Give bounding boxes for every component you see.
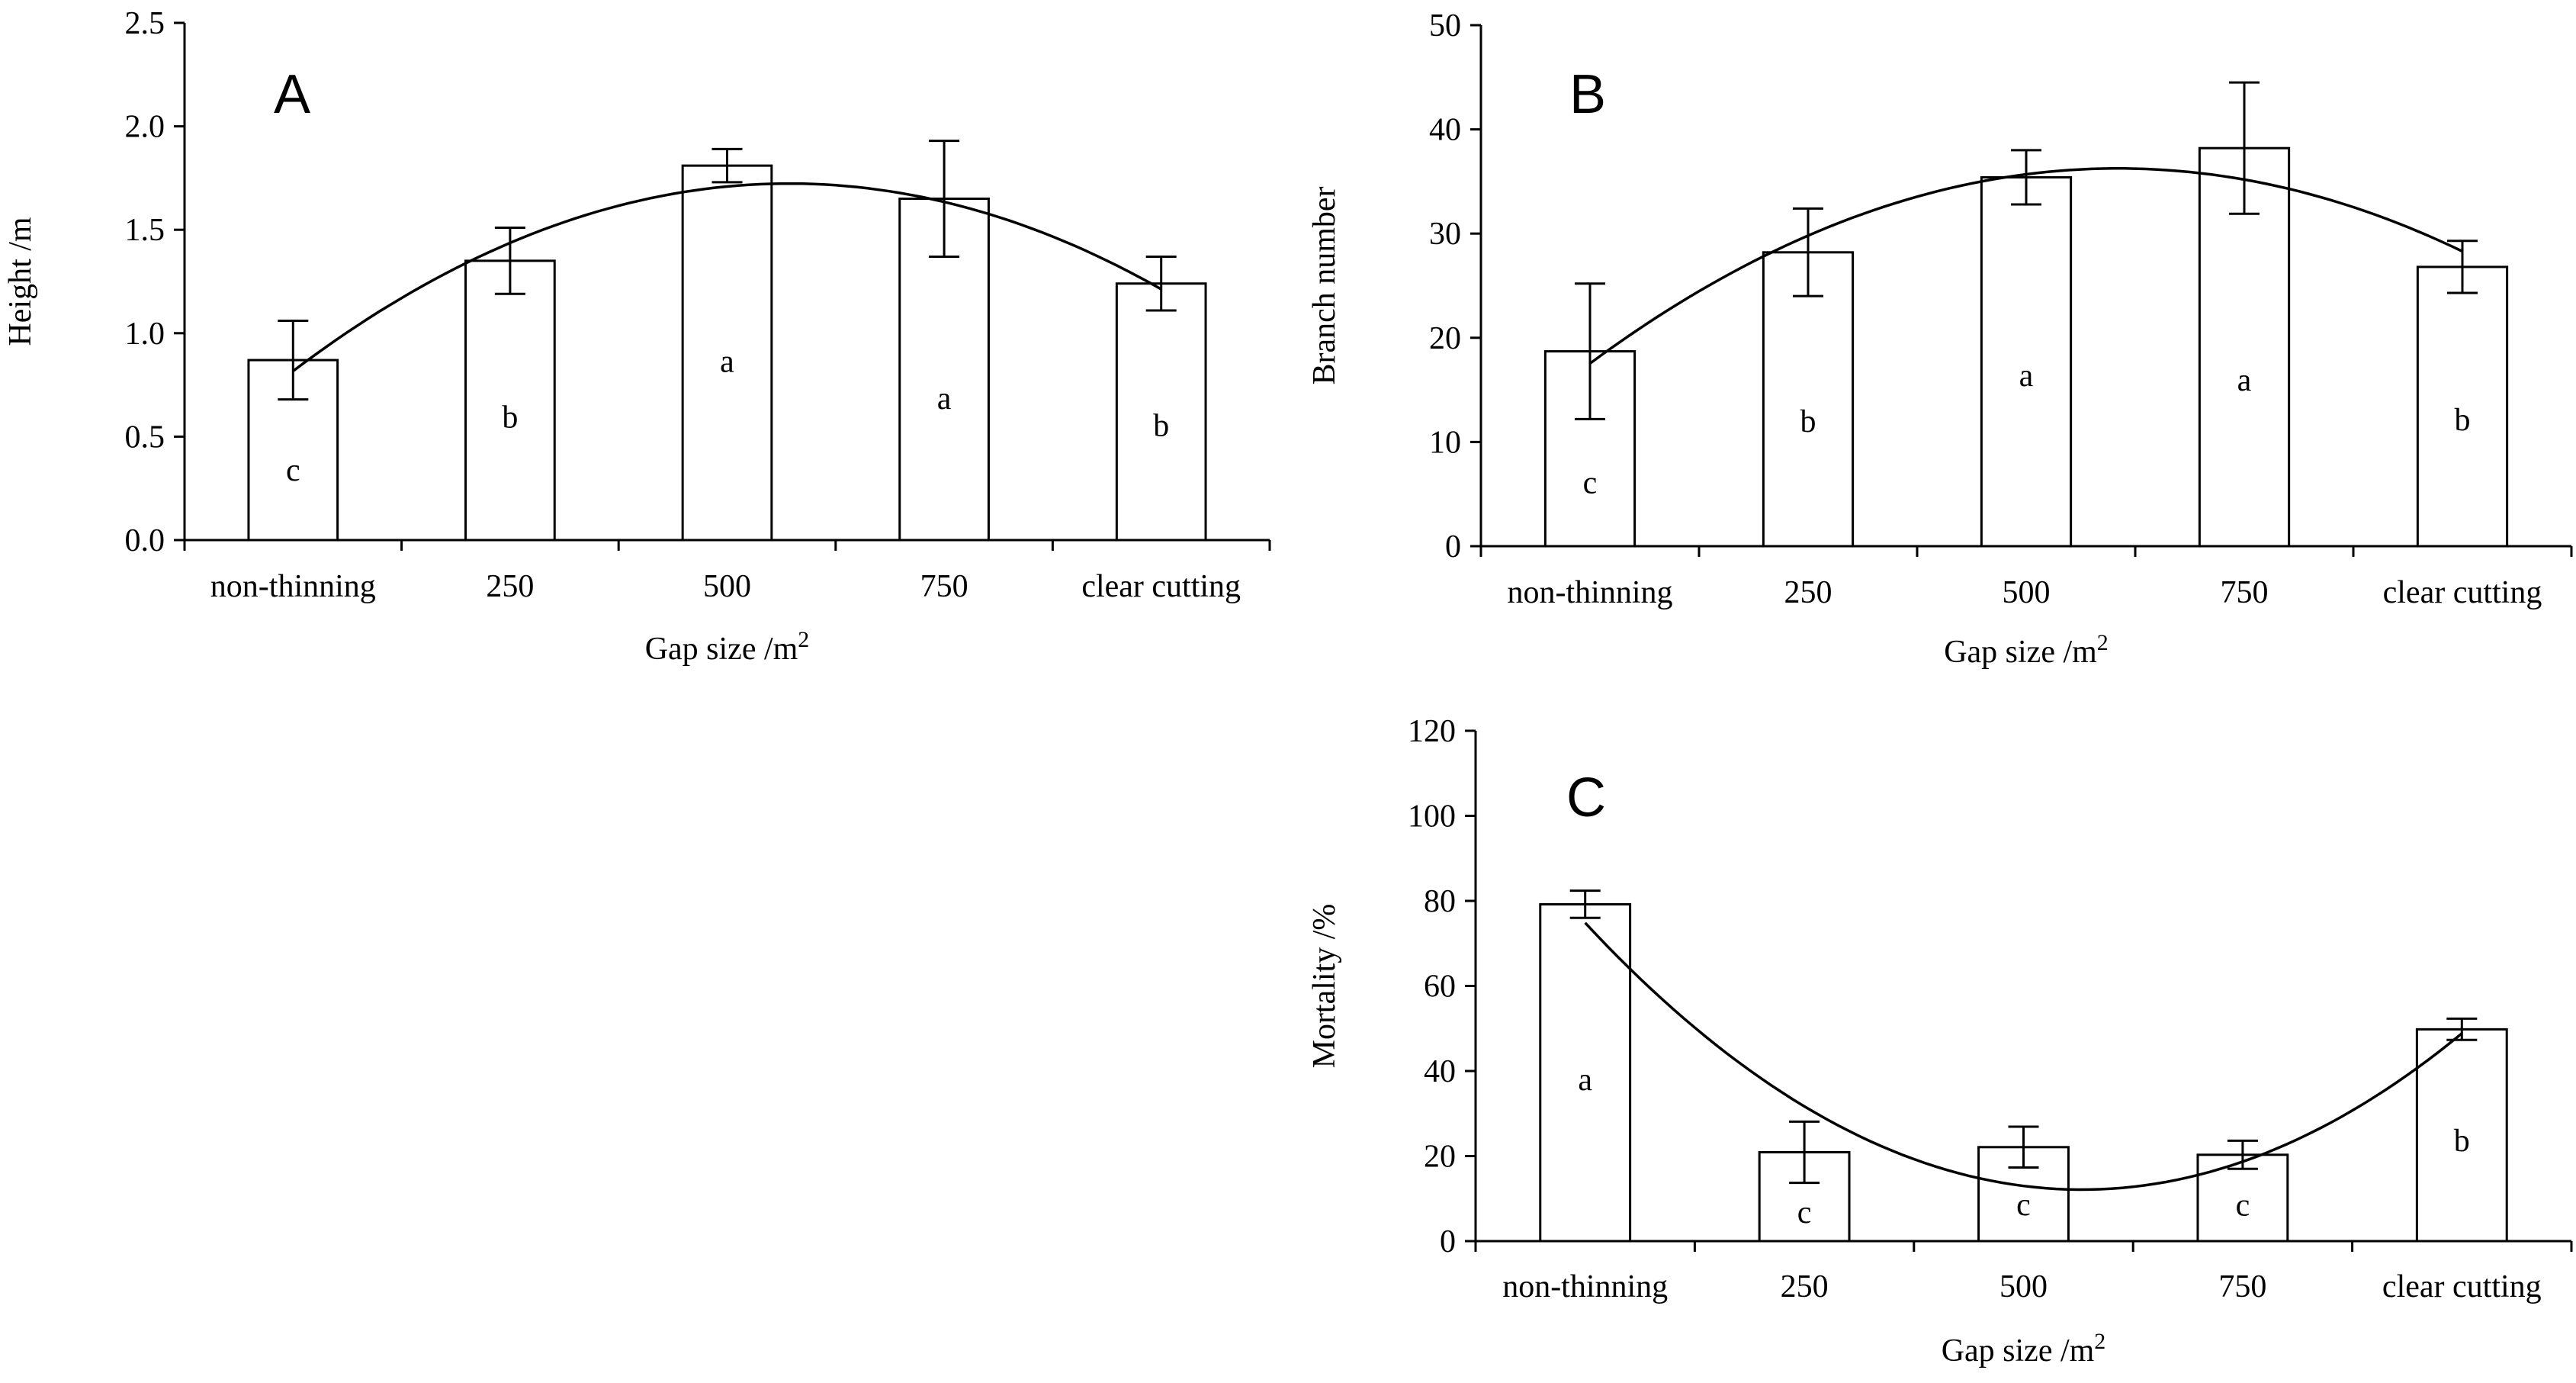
- y-tick-label: 60: [1424, 970, 1456, 1005]
- y-tick-label: 0.5: [125, 420, 165, 455]
- x-axis-label-text: Gap size /m: [1942, 1333, 2095, 1369]
- y-tick-label: 2.5: [125, 6, 165, 41]
- panel-label: C: [1566, 767, 1606, 828]
- significance-letter: c: [1583, 466, 1598, 501]
- x-tick-label: clear cutting: [1081, 569, 1241, 604]
- x-axis-label: Gap size /m2: [1942, 1329, 2106, 1369]
- x-tick-label: 750: [920, 569, 968, 604]
- bar: [681, 164, 773, 542]
- y-tick-label: 0: [1440, 1224, 1456, 1259]
- y-tick-label: 40: [1429, 113, 1461, 148]
- y-tick-label: 2.0: [125, 110, 165, 145]
- significance-letter: c: [2016, 1188, 2031, 1223]
- trend-line: [292, 182, 1162, 372]
- x-axis-label: Gap size /m2: [1944, 630, 2109, 670]
- y-tick-label: 1.5: [125, 213, 165, 248]
- x-axis-label: Gap size /m2: [645, 627, 810, 667]
- significance-letter: a: [1578, 1063, 1592, 1098]
- significance-letter: c: [1797, 1195, 1812, 1230]
- bar: [1539, 902, 1632, 1243]
- y-tick-label: 0.0: [125, 523, 165, 558]
- y-tick-label: 0: [1445, 529, 1461, 564]
- x-tick-label: non-thinning: [1502, 1269, 1668, 1304]
- y-tick-label: 50: [1429, 8, 1461, 43]
- y-tick-label: 10: [1429, 425, 1461, 460]
- x-tick-label: 250: [1784, 575, 1832, 610]
- x-tick-label: clear cutting: [2382, 1269, 2542, 1304]
- y-axis-label: Mortality /%: [1307, 904, 1342, 1069]
- y-tick-label: 100: [1408, 799, 1456, 835]
- x-axis-label-text: Gap size /m: [1944, 635, 2097, 670]
- x-tick-label: 750: [2221, 575, 2269, 610]
- x-tick-label: 250: [486, 569, 534, 604]
- x-axis-label-superscript: 2: [2097, 630, 2109, 655]
- bar: [2416, 265, 2509, 548]
- significance-letter: a: [2237, 363, 2252, 398]
- y-axis-label: Height /m: [3, 217, 38, 346]
- significance-letter: b: [2455, 403, 2471, 438]
- x-tick-label: 500: [2003, 575, 2051, 610]
- x-tick-label: non-thinning: [1508, 575, 1673, 610]
- bar: [464, 259, 556, 542]
- significance-letter: a: [2019, 359, 2034, 394]
- significance-letter: a: [937, 381, 952, 417]
- significance-letter: c: [2236, 1188, 2250, 1224]
- significance-letter: a: [720, 344, 734, 379]
- chart-panel-C: 0 20 40 60 80 100 120 a non-thinning c 250 c 500 c 750…: [1307, 714, 2573, 1369]
- bar: [2415, 1028, 2508, 1243]
- x-axis-label-superscript: 2: [798, 627, 809, 652]
- trend-line: [1584, 921, 2463, 1192]
- x-tick-label: 250: [1781, 1269, 1829, 1304]
- y-tick-label: 120: [1408, 714, 1456, 749]
- x-axis-label-text: Gap size /m: [645, 632, 798, 667]
- panel-label: B: [1569, 64, 1606, 125]
- significance-letter: b: [1800, 404, 1816, 439]
- y-tick-label: 80: [1424, 884, 1456, 919]
- y-axis-label: Branch number: [1307, 186, 1342, 384]
- significance-letter: b: [1153, 408, 1169, 443]
- bar: [1115, 282, 1207, 542]
- y-tick-label: 20: [1429, 321, 1461, 356]
- trend-line: [1588, 167, 2463, 365]
- y-tick-label: 20: [1424, 1140, 1456, 1175]
- x-tick-label: 750: [2218, 1269, 2266, 1304]
- chart-panel-A: 0.0 0.5 1.0 1.5 2.0 2.5 c non-thinning b 250 a 500 a…: [3, 6, 1271, 667]
- chart-panel-B: 0 10 20 30 40 50 c non-thinning b 250 a 500 a 750 b cle…: [1307, 8, 2573, 670]
- significance-letter: b: [502, 400, 518, 436]
- x-tick-label: non-thinning: [210, 569, 376, 604]
- panel-label: A: [274, 64, 310, 125]
- x-tick-label: 500: [1999, 1269, 2048, 1304]
- x-tick-label: clear cutting: [2383, 575, 2542, 610]
- y-tick-label: 1.0: [125, 317, 165, 352]
- y-tick-label: 30: [1429, 217, 1461, 252]
- significance-letter: b: [2454, 1124, 2470, 1159]
- x-axis-label-superscript: 2: [2094, 1329, 2105, 1354]
- significance-letter: c: [286, 453, 300, 488]
- y-tick-label: 40: [1424, 1054, 1456, 1089]
- x-tick-label: 500: [703, 569, 751, 604]
